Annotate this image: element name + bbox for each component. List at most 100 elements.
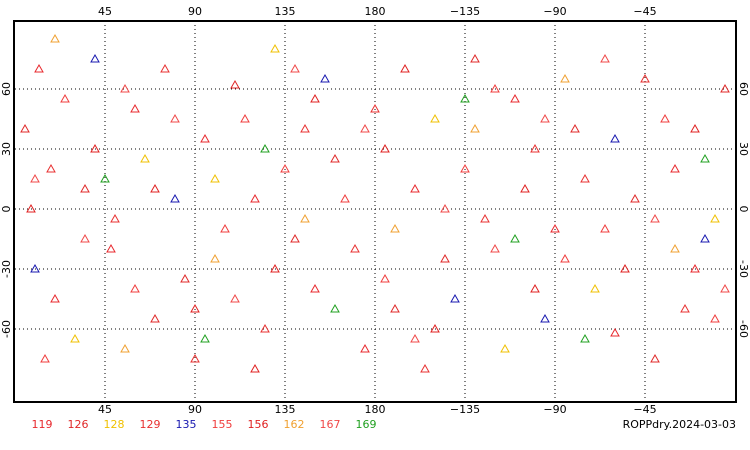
legend-entry: 169 [356, 418, 377, 431]
observation-marker [400, 63, 410, 73]
y-tick-label-right: -30 [737, 260, 750, 278]
observation-marker [80, 233, 90, 243]
observation-marker [390, 303, 400, 313]
observation-marker [560, 253, 570, 263]
observation-marker [440, 253, 450, 263]
observation-marker [390, 223, 400, 233]
observation-marker [590, 283, 600, 293]
x-tick-label-top: 45 [98, 5, 112, 18]
observation-marker [690, 263, 700, 273]
observation-marker [510, 233, 520, 243]
observation-marker [490, 83, 500, 93]
observation-marker [580, 333, 590, 343]
observation-marker [130, 283, 140, 293]
observation-marker [450, 293, 460, 303]
observation-marker [710, 213, 720, 223]
observation-marker [490, 243, 500, 253]
observation-marker [520, 183, 530, 193]
observation-marker [70, 333, 80, 343]
observation-marker [90, 143, 100, 153]
legend-entry: 162 [284, 418, 305, 431]
observation-marker [120, 343, 130, 353]
observation-marker [240, 113, 250, 123]
observation-marker [720, 83, 730, 93]
observation-marker [530, 143, 540, 153]
observation-marker [600, 223, 610, 233]
observation-marker [360, 123, 370, 133]
observation-marker [720, 283, 730, 293]
legend-entry: 119 [32, 418, 53, 431]
observation-marker [40, 353, 50, 363]
observation-marker [310, 93, 320, 103]
observation-marker [160, 63, 170, 73]
observation-marker [440, 203, 450, 213]
observation-marker [300, 123, 310, 133]
observation-marker [46, 163, 56, 173]
observation-marker [540, 313, 550, 323]
observation-marker [170, 113, 180, 123]
x-tick-label-top: 90 [188, 5, 202, 18]
legend-entry: 155 [212, 418, 233, 431]
observation-marker [300, 213, 310, 223]
observation-marker [50, 293, 60, 303]
observation-marker [670, 243, 680, 253]
observation-marker [320, 73, 330, 83]
legend-entry: 126 [68, 418, 89, 431]
x-tick-label-bottom: 180 [365, 403, 386, 416]
x-tick-label-bottom: −90 [543, 403, 566, 416]
observation-marker [90, 53, 100, 63]
observation-marker [330, 303, 340, 313]
x-tick-label-bottom: 45 [98, 403, 112, 416]
observation-marker [330, 153, 340, 163]
x-tick-label-top: 135 [275, 5, 296, 18]
observation-marker [700, 153, 710, 163]
observation-marker [20, 123, 30, 133]
observation-marker [260, 323, 270, 333]
observation-marker [260, 143, 270, 153]
y-tick-label-right: 0 [737, 206, 750, 213]
observation-marker [200, 333, 210, 343]
observation-marker [270, 43, 280, 53]
observation-marker [610, 327, 620, 337]
observation-marker [620, 263, 630, 273]
observation-marker [310, 283, 320, 293]
y-tick-label-left: 60 [0, 82, 13, 96]
observation-marker [680, 303, 690, 313]
observation-marker [26, 203, 36, 213]
x-tick-label-top: −90 [543, 5, 566, 18]
observation-marker [360, 343, 370, 353]
observation-marker [290, 63, 300, 73]
x-tick-label-bottom: −135 [450, 403, 480, 416]
y-tick-label-left: -60 [0, 320, 13, 338]
observation-marker [220, 223, 230, 233]
map-frame [13, 20, 737, 403]
observation-marker [420, 363, 430, 373]
observation-marker [340, 193, 350, 203]
observation-marker [560, 73, 570, 83]
observation-marker [150, 183, 160, 193]
observation-marker [100, 173, 110, 183]
observation-marker [380, 143, 390, 153]
observation-marker [30, 173, 40, 183]
y-tick-label-right: 60 [737, 82, 750, 96]
observation-marker [50, 33, 60, 43]
observation-marker [640, 73, 650, 83]
observation-marker [180, 273, 190, 283]
observation-marker [550, 223, 560, 233]
observation-marker [700, 233, 710, 243]
observation-marker [470, 53, 480, 63]
observation-marker [370, 103, 380, 113]
x-tick-label-top: −45 [633, 5, 656, 18]
map-label: ROPPdry.2024-03-03 [623, 418, 736, 431]
observation-marker [120, 83, 130, 93]
y-tick-label-left: -30 [0, 260, 13, 278]
observation-marker [250, 363, 260, 373]
legend-entry: 129 [140, 418, 161, 431]
legend-entry: 135 [176, 418, 197, 431]
observation-marker [710, 313, 720, 323]
y-tick-label-left: 30 [0, 142, 13, 156]
y-tick-label-right: -60 [737, 320, 750, 338]
observation-marker [60, 93, 70, 103]
observation-marker [500, 343, 510, 353]
observation-marker [200, 133, 210, 143]
